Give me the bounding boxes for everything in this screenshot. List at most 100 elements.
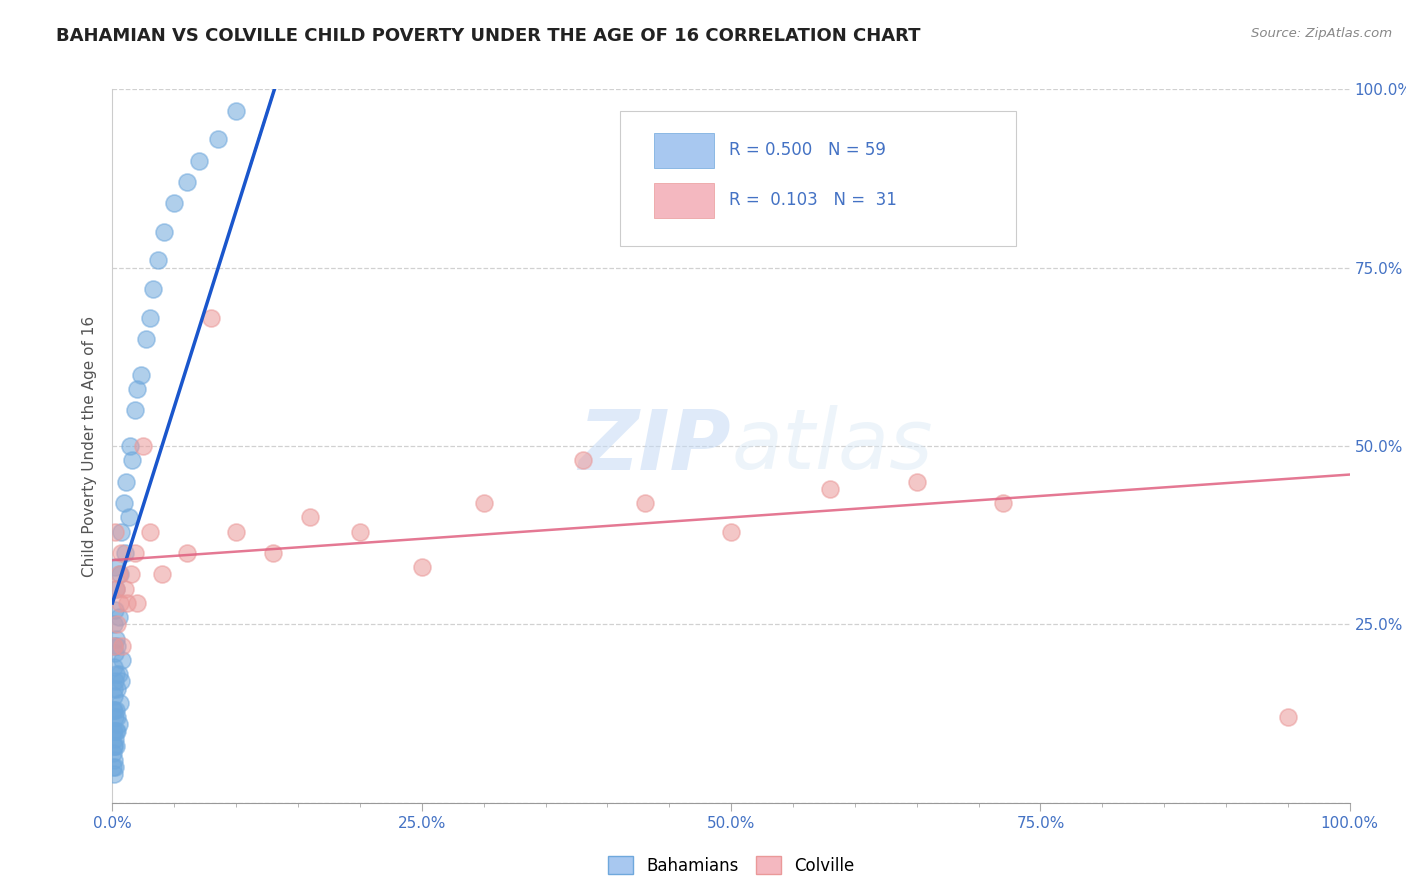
Point <box>121 453 143 467</box>
Point <box>103 639 125 653</box>
Point <box>103 639 125 653</box>
Point <box>114 546 136 560</box>
Point <box>115 475 138 489</box>
Point <box>132 439 155 453</box>
Point <box>262 546 284 560</box>
Point <box>105 582 128 596</box>
Point <box>633 496 655 510</box>
Point <box>118 439 141 453</box>
Point <box>150 567 173 582</box>
Point <box>225 524 247 539</box>
Point <box>107 610 129 624</box>
Point <box>124 403 146 417</box>
Point <box>120 567 142 582</box>
Point <box>105 710 128 724</box>
Point <box>105 703 128 717</box>
Point <box>176 546 198 560</box>
Point <box>110 546 132 560</box>
Text: R = 0.500   N = 59: R = 0.500 N = 59 <box>728 141 886 159</box>
Point <box>107 639 129 653</box>
Text: R =  0.103   N =  31: R = 0.103 N = 31 <box>728 191 897 209</box>
Point <box>107 681 129 696</box>
Point <box>104 674 127 689</box>
Point <box>818 482 841 496</box>
Point <box>110 674 132 689</box>
Point <box>108 596 131 610</box>
Point <box>108 696 131 710</box>
Legend: Bahamians, Colville: Bahamians, Colville <box>602 850 860 881</box>
Point <box>720 524 742 539</box>
Point <box>127 596 149 610</box>
Point <box>103 724 125 739</box>
Point <box>103 767 125 781</box>
Point <box>107 567 129 582</box>
Point <box>103 753 125 767</box>
Point <box>411 560 433 574</box>
FancyBboxPatch shape <box>654 184 714 218</box>
Point <box>111 653 134 667</box>
Point <box>129 368 152 382</box>
Point <box>104 724 127 739</box>
Y-axis label: Child Poverty Under the Age of 16: Child Poverty Under the Age of 16 <box>82 316 97 576</box>
Point <box>103 703 125 717</box>
Point <box>103 689 125 703</box>
Point <box>110 524 132 539</box>
Point <box>114 582 136 596</box>
Point <box>103 617 125 632</box>
Point <box>117 510 139 524</box>
Point <box>176 175 198 189</box>
Point <box>472 496 495 510</box>
Point <box>571 453 593 467</box>
Point <box>101 760 124 774</box>
Point <box>103 681 125 696</box>
Text: BAHAMIAN VS COLVILLE CHILD POVERTY UNDER THE AGE OF 16 CORRELATION CHART: BAHAMIAN VS COLVILLE CHILD POVERTY UNDER… <box>56 27 921 45</box>
Point <box>127 382 149 396</box>
Point <box>112 496 135 510</box>
Point <box>349 524 371 539</box>
Point <box>105 739 128 753</box>
Point <box>163 196 186 211</box>
Point <box>103 746 125 760</box>
Point <box>905 475 928 489</box>
Point <box>101 724 124 739</box>
Point <box>135 332 157 346</box>
Point <box>117 596 139 610</box>
Point <box>103 660 125 674</box>
Point <box>104 560 127 574</box>
FancyBboxPatch shape <box>620 111 1015 246</box>
Point <box>993 496 1015 510</box>
Point <box>107 667 129 681</box>
Point <box>107 724 129 739</box>
Point <box>104 603 127 617</box>
Point <box>142 282 165 296</box>
Point <box>153 225 176 239</box>
Point <box>200 310 222 325</box>
Point <box>105 667 128 681</box>
Point <box>104 710 127 724</box>
Point <box>104 524 127 539</box>
Point <box>104 760 127 774</box>
Point <box>107 717 129 731</box>
Point <box>103 703 125 717</box>
Point <box>103 739 125 753</box>
Point <box>108 567 131 582</box>
Point <box>188 153 211 168</box>
Point <box>124 546 146 560</box>
Point <box>104 731 127 746</box>
Point <box>107 617 129 632</box>
Point <box>148 253 170 268</box>
FancyBboxPatch shape <box>654 134 714 168</box>
Point <box>111 639 134 653</box>
Text: atlas: atlas <box>731 406 932 486</box>
Point <box>138 310 160 325</box>
Point <box>105 582 128 596</box>
Text: Source: ZipAtlas.com: Source: ZipAtlas.com <box>1251 27 1392 40</box>
Point <box>103 739 125 753</box>
Point <box>225 103 247 118</box>
Point <box>105 632 128 646</box>
Point <box>299 510 322 524</box>
Text: ZIP: ZIP <box>578 406 731 486</box>
Point <box>1277 710 1299 724</box>
Point <box>138 524 160 539</box>
Point <box>207 132 229 146</box>
